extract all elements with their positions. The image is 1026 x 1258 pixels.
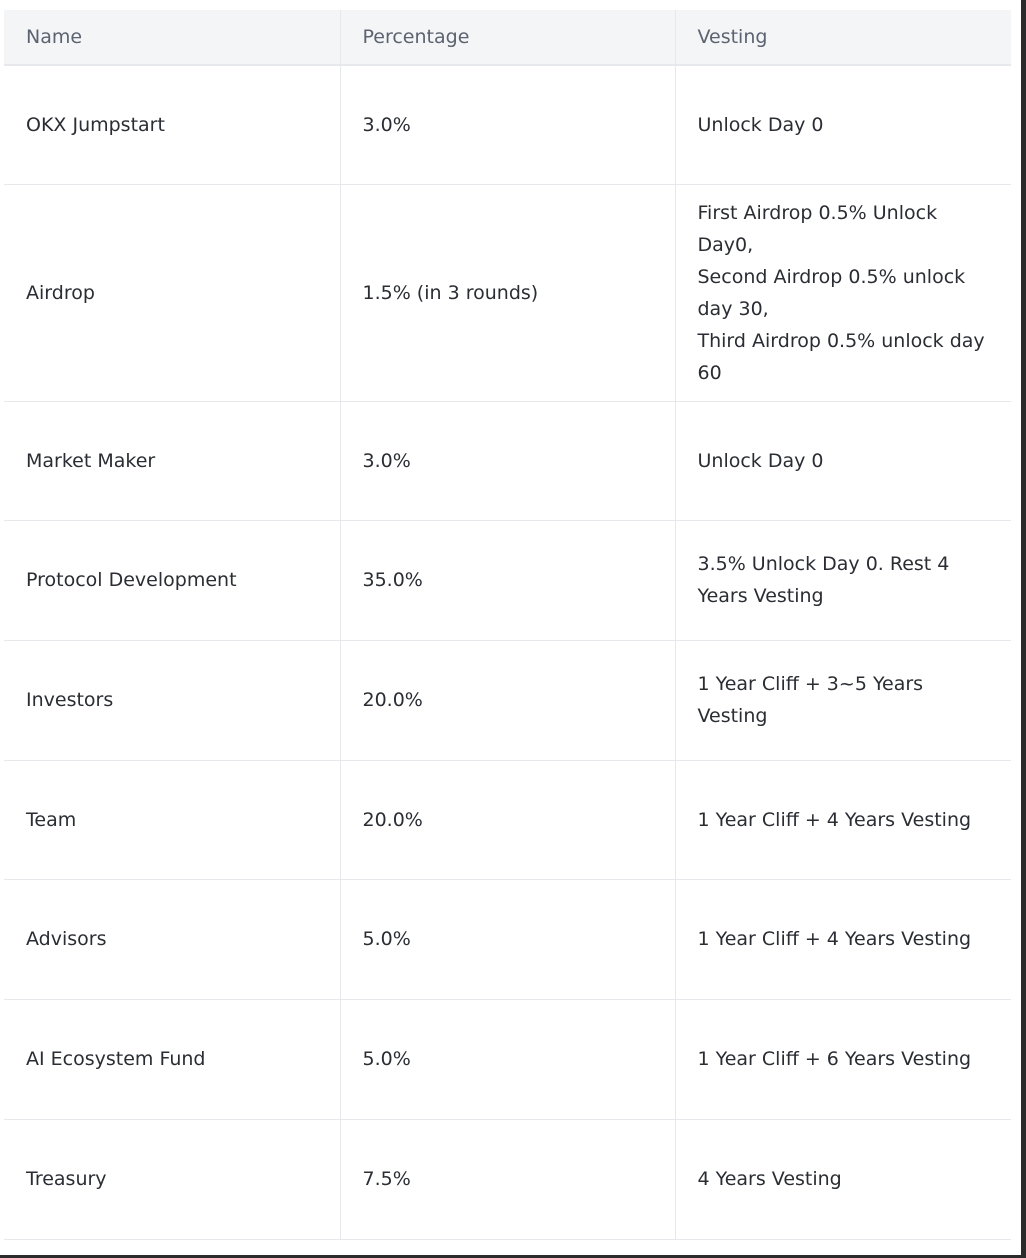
vesting-line: Second Airdrop 0.5% unlock day 30, <box>697 265 966 320</box>
vesting-line: Unlock Day 0 <box>697 113 824 136</box>
cell-percentage: 3.0% <box>340 401 676 521</box>
table-row: Team 20.0% 1 Year Cliff + 4 Years Vesting <box>4 760 1011 880</box>
cell-percentage: 5.0% <box>340 879 676 1000</box>
cell-name: Investors <box>4 640 341 761</box>
header-percentage: Percentage <box>340 10 676 66</box>
cell-name: Protocol Development <box>4 520 341 641</box>
cell-vesting: Unlock Day 0 <box>675 401 1011 521</box>
table-row: Investors 20.0% 1 Year Cliff + 3~5 Years V… <box>4 640 1011 761</box>
table-row: Airdrop 1.5% (in 3 rounds) First Airdrop 0… <box>4 184 1011 402</box>
table-row: Advisors 5.0% 1 Year Cliff + 4 Years Vesti… <box>4 879 1011 1000</box>
cell-percentage: 7.5% <box>340 1119 676 1240</box>
vesting-line: 1 Year Cliff + 6 Years Vesting <box>697 1048 972 1070</box>
cell-vesting: 1 Year Cliff + 4 Years Vesting <box>675 879 1011 1000</box>
cell-name: Team <box>4 760 341 880</box>
vesting-line: First Airdrop 0.5% Unlock Day0, <box>697 201 938 256</box>
cell-percentage: 1.5% (in 3 rounds) <box>340 184 676 402</box>
cell-percentage: 20.0% <box>340 760 676 880</box>
cell-percentage: 5.0% <box>340 999 676 1120</box>
cell-name: OKX Jumpstart <box>4 65 341 185</box>
vesting-line: 3.5% Unlock Day 0. Rest 4 Years Vesting <box>697 553 950 607</box>
cell-percentage: 3.0% <box>340 65 676 185</box>
cell-vesting: 4 Years Vesting <box>675 1119 1011 1240</box>
cell-name: Market Maker <box>4 401 341 521</box>
table-row: OKX Jumpstart 3.0% Unlock Day 0 <box>4 65 1011 185</box>
cell-vesting: 3.5% Unlock Day 0. Rest 4 Years Vesting <box>675 520 1011 641</box>
vesting-line: Unlock Day 0 <box>697 449 824 472</box>
cell-name: Advisors <box>4 879 341 1000</box>
cell-name: Airdrop <box>4 184 341 402</box>
vesting-line: 4 Years Vesting <box>697 1168 842 1190</box>
token-allocation-table: Name Percentage Vesting OKX Jumpstart 3.0… <box>4 10 1011 1240</box>
table-row: Protocol Development 35.0% 3.5% Unlock Day… <box>4 520 1011 641</box>
table-row: AI Ecosystem Fund 5.0% 1 Year Cliff + 6 Ye… <box>4 999 1011 1120</box>
header-vesting: Vesting <box>675 10 1011 66</box>
cell-vesting: Unlock Day 0 <box>675 65 1011 185</box>
vesting-line: 1 Year Cliff + 3~5 Years Vesting <box>697 673 924 727</box>
cell-name: Treasury <box>4 1119 341 1240</box>
cell-vesting: 1 Year Cliff + 3~5 Years Vesting <box>675 640 1011 761</box>
cell-percentage: 35.0% <box>340 520 676 641</box>
table-row: Market Maker 3.0% Unlock Day 0 <box>4 401 1011 521</box>
header-name: Name <box>4 10 341 66</box>
cell-name: AI Ecosystem Fund <box>4 999 341 1120</box>
table-row: Treasury 7.5% 4 Years Vesting <box>4 1119 1011 1240</box>
cell-vesting: 1 Year Cliff + 6 Years Vesting <box>675 999 1011 1120</box>
vesting-line: 1 Year Cliff + 4 Years Vesting <box>697 808 972 831</box>
table-header-row: Name Percentage Vesting <box>4 10 1011 66</box>
vesting-line: 1 Year Cliff + 4 Years Vesting <box>697 928 972 950</box>
cell-vesting: First Airdrop 0.5% Unlock Day0, Second Ai… <box>675 184 1011 402</box>
cell-vesting: 1 Year Cliff + 4 Years Vesting <box>675 760 1011 880</box>
cell-percentage: 20.0% <box>340 640 676 761</box>
vesting-line: Third Airdrop 0.5% unlock day 60 <box>697 329 985 384</box>
